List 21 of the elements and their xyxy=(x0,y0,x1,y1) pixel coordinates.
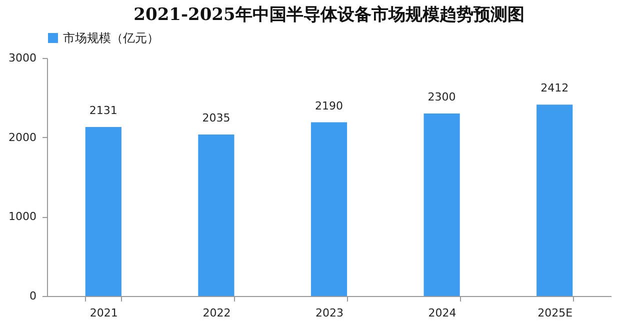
y-tick-label: 1000 xyxy=(8,210,36,224)
x-tick-label: 2025E xyxy=(538,306,573,320)
y-tick-label: 0 xyxy=(30,290,36,302)
bar xyxy=(198,134,234,296)
chart-title: 2021-2025年中国半导体设备市场规模趋势预测图 xyxy=(134,5,524,25)
data-label: 2131 xyxy=(89,104,118,117)
bar xyxy=(85,126,122,296)
x-tick-label: 2021 xyxy=(90,306,118,320)
data-label: 2190 xyxy=(315,99,343,112)
y-tick-label: 3000 xyxy=(8,52,36,64)
data-label: 2300 xyxy=(428,90,456,104)
x-tick-label: 2024 xyxy=(428,306,456,320)
bar xyxy=(536,104,573,296)
bar xyxy=(310,122,348,296)
data-label: 2412 xyxy=(540,82,569,95)
legend-label: 市场规模（亿元） xyxy=(63,31,159,45)
x-tick-label: 2023 xyxy=(316,306,344,320)
x-tick-label: 2022 xyxy=(202,306,231,320)
bar xyxy=(424,114,460,296)
data-label: 2035 xyxy=(202,112,230,125)
y-tick-label: 2000 xyxy=(8,130,36,144)
